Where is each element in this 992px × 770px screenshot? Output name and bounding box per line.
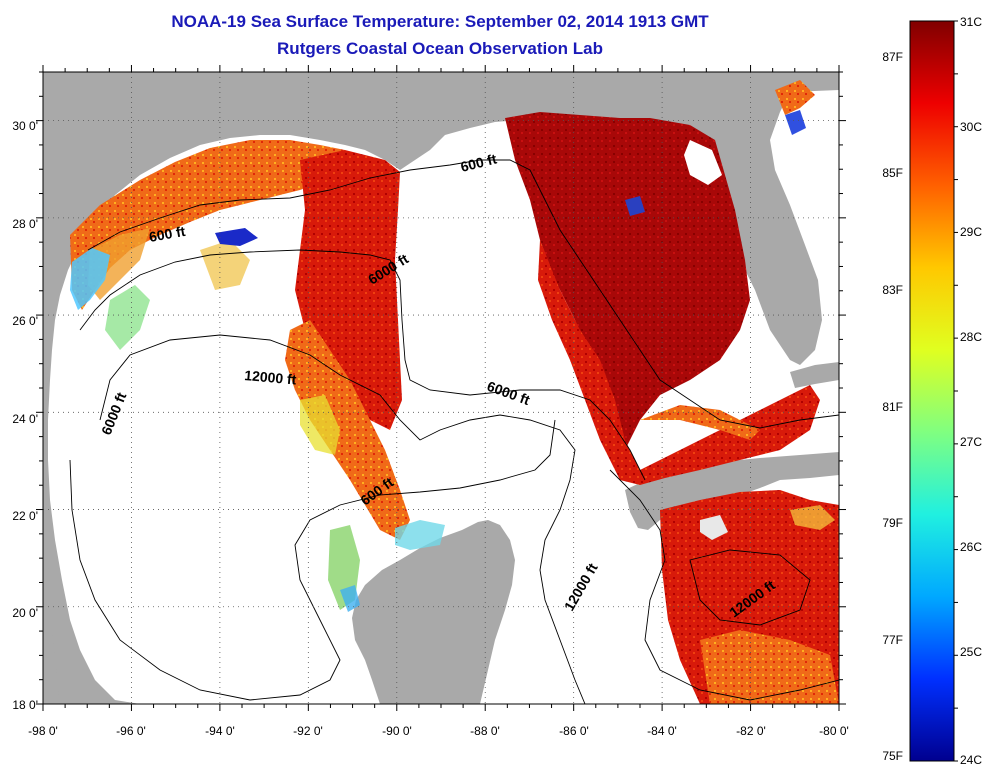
- sst-swath-west: [70, 140, 345, 350]
- contour-label: 12000 ft: [244, 367, 298, 388]
- sst-swath-central: [285, 150, 445, 612]
- colorbar-f-label: 75F: [882, 749, 903, 763]
- latitude-axis: 30 0' 28 0' 26 0' 24 0' 22 0' 20 0' 18 0…: [12, 119, 38, 712]
- sst-swath-east: [505, 80, 839, 704]
- contour-label: 600 ft: [148, 223, 187, 245]
- florida-keys-land: [790, 362, 839, 388]
- axis-ticks: [36, 65, 846, 711]
- yucatan-land: [352, 520, 515, 704]
- colorbar-f-label: 79F: [882, 516, 903, 530]
- lat-tick-label: 18 0': [12, 698, 38, 712]
- longitude-axis: -98 0' -96 0' -94 0' -92 0' -90 0' -88 0…: [28, 724, 849, 738]
- bathymetry-contours: [69, 159, 839, 704]
- lon-tick-label: -82 0': [736, 724, 766, 738]
- lat-tick-label: 22 0': [12, 509, 38, 523]
- colorbar-c-label: 30C: [960, 120, 982, 134]
- map-plot: 600 ft 600 ft 6000 ft 12000 ft 6000 ft 6…: [43, 72, 839, 704]
- lon-tick-label: -80 0': [819, 724, 849, 738]
- colorbar-c-label: 27C: [960, 435, 982, 449]
- map-title: NOAA-19 Sea Surface Temperature: Septemb…: [171, 12, 709, 31]
- mexico-east-land: [43, 300, 60, 704]
- lat-tick-label: 20 0': [12, 606, 38, 620]
- lat-tick-label: 30 0': [12, 119, 38, 133]
- colorbar-f-label: 85F: [882, 166, 903, 180]
- map-subtitle: Rutgers Coastal Ocean Observation Lab: [277, 39, 603, 58]
- lat-tick-label: 26 0': [12, 314, 38, 328]
- colorbar-c-label: 31C: [960, 15, 982, 29]
- colorbar-c-label: 24C: [960, 753, 982, 767]
- colorbar-c-label: 26C: [960, 540, 982, 554]
- colorbar-c-label: 29C: [960, 225, 982, 239]
- colorbar-c-label: 25C: [960, 645, 982, 659]
- colorbar-gradient: [909, 20, 955, 762]
- colorbar-f-label: 77F: [882, 633, 903, 647]
- colorbar-c-label: 28C: [960, 330, 982, 344]
- colorbar-f-label: 87F: [882, 50, 903, 64]
- lon-tick-label: -90 0': [382, 724, 412, 738]
- lon-tick-label: -96 0': [116, 724, 146, 738]
- us-gulf-coast-land: [43, 72, 839, 704]
- colorbar-f-label: 83F: [882, 283, 903, 297]
- lat-tick-label: 28 0': [12, 217, 38, 231]
- lat-lon-grid: [43, 72, 839, 704]
- lat-tick-label: 24 0': [12, 412, 38, 426]
- colorbar-f-label: 81F: [882, 400, 903, 414]
- lon-tick-label: -98 0': [28, 724, 58, 738]
- lon-tick-label: -84 0': [647, 724, 677, 738]
- lon-tick-label: -94 0': [205, 724, 235, 738]
- lon-tick-label: -88 0': [470, 724, 500, 738]
- lon-tick-label: -86 0': [559, 724, 589, 738]
- lon-tick-label: -92 0': [293, 724, 323, 738]
- temperature-colorbar: 31C 30C 29C 28C 27C 26C 25C 24C 87F 85F …: [882, 15, 982, 767]
